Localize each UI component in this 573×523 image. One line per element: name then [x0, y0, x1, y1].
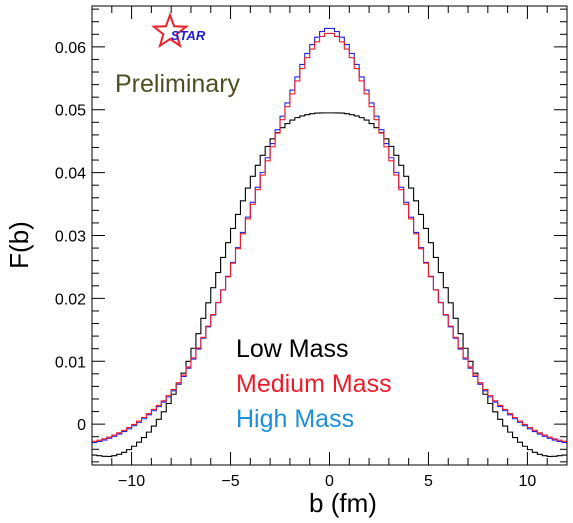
- x-axis-title: b (fm): [309, 488, 377, 518]
- y-tick-label: 0.05: [55, 103, 86, 120]
- series-line-medium-mass: [92, 32, 567, 442]
- y-tick-label: 0.06: [55, 40, 86, 57]
- legend-label-low-mass: Low Mass: [236, 335, 349, 363]
- legend-label-medium-mass: Medium Mass: [236, 370, 392, 398]
- x-tick-label: −5: [221, 473, 239, 490]
- x-tick-label: 5: [424, 473, 433, 490]
- x-tick-label: 0: [325, 473, 334, 490]
- y-tick-label: 0: [77, 417, 86, 434]
- x-tick-label: 10: [519, 473, 537, 490]
- star-logo-text: STAR: [171, 28, 206, 43]
- star-icon: [151, 12, 189, 49]
- preliminary-label: Preliminary: [115, 70, 241, 98]
- star-logo: STAR: [151, 12, 206, 49]
- legend: Low Mass Medium Mass High Mass: [236, 335, 392, 433]
- x-tick-label: −10: [118, 473, 145, 490]
- y-axis-title: F(b): [4, 221, 34, 269]
- curve-layer: [92, 27, 567, 458]
- y-tick-label: 0.03: [55, 229, 86, 246]
- y-tick-label: 0.04: [55, 166, 86, 183]
- axes: −10 −5 0 5 10 0 0.01 0.02 0.03 0.04 0.05 0.06: [55, 5, 568, 490]
- y-tick-label: 0.01: [55, 354, 86, 371]
- legend-label-high-mass: High Mass: [236, 405, 354, 433]
- y-tick-label: 0.02: [55, 291, 86, 308]
